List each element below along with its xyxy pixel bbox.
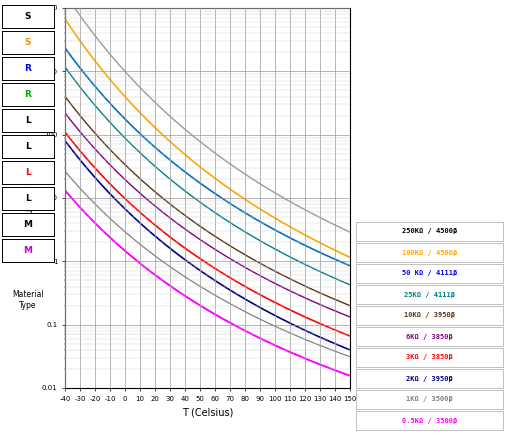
Text: 50 KΩ / 4111β: 50 KΩ / 4111β <box>402 271 457 276</box>
Text: 6KΩ / 3850β: 6KΩ / 3850β <box>406 334 453 339</box>
Text: L: L <box>25 168 31 177</box>
Text: L: L <box>25 142 31 151</box>
Text: 3KΩ / 3850β: 3KΩ / 3850β <box>406 354 453 361</box>
Text: Material
Type: Material Type <box>12 290 43 310</box>
Text: S: S <box>25 38 31 47</box>
Text: 10KΩ / 3950β: 10KΩ / 3950β <box>404 312 455 319</box>
Text: L: L <box>25 116 31 125</box>
Text: 100KΩ / 4500β: 100KΩ / 4500β <box>402 249 457 256</box>
Text: M: M <box>24 220 32 229</box>
X-axis label: T (Celsius): T (Celsius) <box>182 407 233 417</box>
Text: S: S <box>25 12 31 21</box>
Text: 25KΩ / 4111β: 25KΩ / 4111β <box>404 291 455 298</box>
Text: 250KΩ / 4500β: 250KΩ / 4500β <box>402 229 457 234</box>
Y-axis label: R (kOhm): R (kOhm) <box>24 175 34 222</box>
Text: R: R <box>25 64 31 73</box>
Text: 2KΩ / 3950β: 2KΩ / 3950β <box>406 376 453 381</box>
Text: 1KΩ / 3500β: 1KΩ / 3500β <box>406 396 453 403</box>
Text: L: L <box>25 194 31 203</box>
Text: 0.5KΩ / 3500β: 0.5KΩ / 3500β <box>402 417 457 424</box>
Text: R: R <box>25 90 31 99</box>
Text: M: M <box>24 246 32 255</box>
